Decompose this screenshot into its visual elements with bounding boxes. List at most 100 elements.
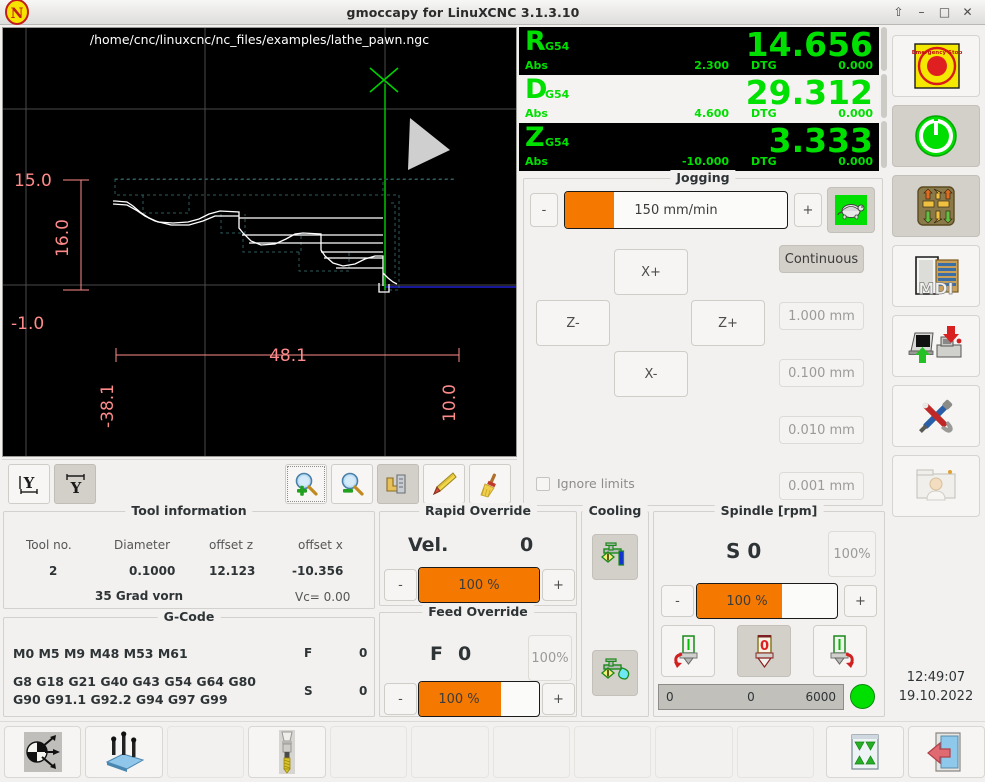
jog-x-minus-button[interactable]: X-	[614, 351, 688, 397]
spindle-increase-label: +	[855, 593, 866, 609]
zoom-in-button[interactable]	[285, 463, 327, 504]
tool-touch-off-button[interactable]	[85, 726, 163, 778]
spindle-stop-button[interactable]: 0	[737, 625, 791, 677]
dro-scrollbar-thumb[interactable]	[881, 27, 887, 71]
jog-x-plus-button[interactable]: X+	[614, 249, 688, 295]
dro-axis-letter: D	[525, 74, 548, 105]
spindle-speed-bar: 0 0 6000	[658, 684, 844, 710]
jog-increment-1mm[interactable]: 1.000 mm	[779, 302, 864, 330]
jog-increment-0_001mm[interactable]: 0.001 mm	[779, 472, 864, 500]
svg-text:Emergency Stop: Emergency Stop	[912, 50, 963, 56]
zoom-out-button[interactable]	[331, 463, 373, 504]
broom-icon	[480, 473, 497, 498]
mdi-mode-button[interactable]: MDI	[892, 245, 980, 307]
manual-mode-button[interactable]	[892, 175, 980, 237]
fullscreen-button[interactable]	[826, 726, 904, 778]
estop-button[interactable]: Emergency Stop	[892, 35, 980, 97]
power-on-icon	[915, 115, 957, 157]
gcode-f-label: F	[304, 646, 313, 660]
window-minimize-button[interactable]: –	[918, 4, 925, 19]
dro-row-z[interactable]: Z G54 3.333 Abs -10.000 DTG 0.000	[519, 121, 879, 171]
feed-override-reset-button[interactable]: 100%	[528, 635, 572, 681]
jog-velocity-value: 150 mm/min	[634, 202, 718, 218]
gcode-f-value: 0	[359, 646, 368, 660]
drill-tool-icon	[278, 730, 295, 774]
jog-velocity-slider[interactable]: 150 mm/min	[564, 191, 788, 229]
jog-rapid-toggle-button[interactable]	[827, 187, 875, 233]
gcode-preview-plot[interactable]: /home/cnc/linuxcnc/nc_files/examples/lat…	[2, 27, 517, 457]
dim-left-extent-label: -38.1	[98, 384, 118, 428]
clock-time: 12:49:07	[906, 670, 966, 685]
spacer-7	[736, 726, 815, 778]
dro-scrollbar[interactable]	[881, 27, 887, 173]
view-y2-button[interactable]: Y	[54, 463, 96, 504]
dro-dtg-label: DTG	[751, 59, 777, 72]
spacer-3	[411, 726, 489, 778]
user-tabs-button[interactable]	[892, 455, 980, 517]
gcode-panel: G-Code M0 M5 M9 M48 M53 M61 G8 G18 G21 G…	[3, 609, 375, 717]
clear-plot-button[interactable]	[469, 463, 511, 504]
window-maximize-button[interactable]: □	[938, 4, 951, 19]
window-close-button[interactable]: ✕	[962, 4, 973, 19]
window-shade-button[interactable]: ⇧	[893, 4, 904, 19]
feed-override-slider[interactable]: 100 %	[418, 681, 540, 717]
spindle-override-slider[interactable]: 100 %	[696, 583, 838, 619]
touch-off-button[interactable]	[4, 726, 82, 778]
jog-x-plus-label: X+	[641, 264, 661, 280]
dro-abs-label: Abs	[525, 59, 548, 72]
settings-button[interactable]	[892, 385, 980, 447]
pencil-icon	[432, 471, 457, 495]
dro-dtg-value: 0.000	[838, 59, 873, 72]
dro-row-d[interactable]: D G54 29.312 Abs 4.600 DTG 0.000	[519, 73, 879, 123]
spindle-override-increase-button[interactable]: +	[844, 585, 877, 617]
view-y-icon: Y	[19, 474, 38, 494]
show-dimensions-button[interactable]	[377, 463, 419, 504]
show-tool-path-button[interactable]	[423, 463, 465, 504]
jog-increment-continuous[interactable]: Continuous	[779, 245, 864, 273]
ignore-limits-checkbox-box[interactable]	[536, 476, 550, 491]
jogging-legend: Jogging	[670, 170, 736, 185]
rapid-override-slider[interactable]: 100 %	[418, 567, 540, 603]
window-title: gmoccapy for LinuXCNC 3.1.3.10	[346, 4, 580, 20]
cutting-speed-value: Vc= 0.00	[295, 590, 351, 604]
measure-dimensions-icon	[386, 473, 406, 494]
dro-axis-letter: R	[525, 26, 546, 57]
feed-override-decrease-button[interactable]: -	[384, 683, 417, 715]
spindle-bar-max: 6000	[805, 690, 836, 704]
exit-button[interactable]	[907, 726, 985, 778]
dro-scrollbar-thumb[interactable]	[881, 74, 887, 118]
dro-scrollbar-thumb[interactable]	[881, 121, 887, 168]
ignore-limits-checkbox[interactable]: Ignore limits	[536, 476, 635, 491]
spindle-override-reset-button[interactable]: 100%	[828, 531, 876, 577]
flood-coolant-button[interactable]	[592, 534, 638, 580]
jog-increment-0_1mm[interactable]: 0.100 mm	[779, 359, 864, 387]
jog-z-plus-button[interactable]: Z+	[691, 300, 765, 346]
spindle-override-decrease-button[interactable]: -	[661, 585, 694, 617]
rapid-override-decrease-button[interactable]: -	[384, 569, 417, 601]
spindle-legend: Spindle [rpm]	[714, 503, 824, 518]
tool-change-button[interactable]	[248, 726, 326, 778]
rapid-override-increase-button[interactable]: +	[542, 569, 575, 601]
rapid-decrease-label: -	[398, 577, 403, 593]
spindle-ccw-button[interactable]	[661, 625, 715, 677]
dro-abs-value: -10.000	[681, 155, 729, 168]
dro-axis-letter: Z	[525, 122, 545, 153]
machine-power-button[interactable]	[892, 105, 980, 167]
dro-value: 14.656	[745, 25, 873, 64]
dro-abs-value: 4.600	[694, 107, 729, 120]
rapid-override-value: 100 %	[458, 577, 500, 593]
dro-dtg-label: DTG	[751, 155, 777, 168]
jog-x-minus-label: X-	[644, 366, 658, 382]
user-folder-icon	[916, 469, 956, 501]
jog-velocity-increase-button[interactable]: +	[794, 193, 822, 227]
mist-coolant-button[interactable]	[592, 650, 638, 696]
feed-override-increase-button[interactable]: +	[542, 683, 575, 715]
jog-increment-0_01mm[interactable]: 0.010 mm	[779, 416, 864, 444]
dro-row-r[interactable]: R G54 14.656 Abs 2.300 DTG 0.000	[519, 25, 879, 75]
spindle-cw-button[interactable]	[813, 625, 867, 677]
auto-mode-button[interactable]	[892, 315, 980, 377]
title-bar: N gmoccapy for LinuXCNC 3.1.3.10 ⇧ – □ ✕	[0, 0, 985, 25]
jog-z-minus-button[interactable]: Z-	[536, 300, 610, 346]
jog-velocity-decrease-button[interactable]: -	[530, 193, 558, 227]
view-y-button[interactable]: Y	[8, 463, 50, 504]
